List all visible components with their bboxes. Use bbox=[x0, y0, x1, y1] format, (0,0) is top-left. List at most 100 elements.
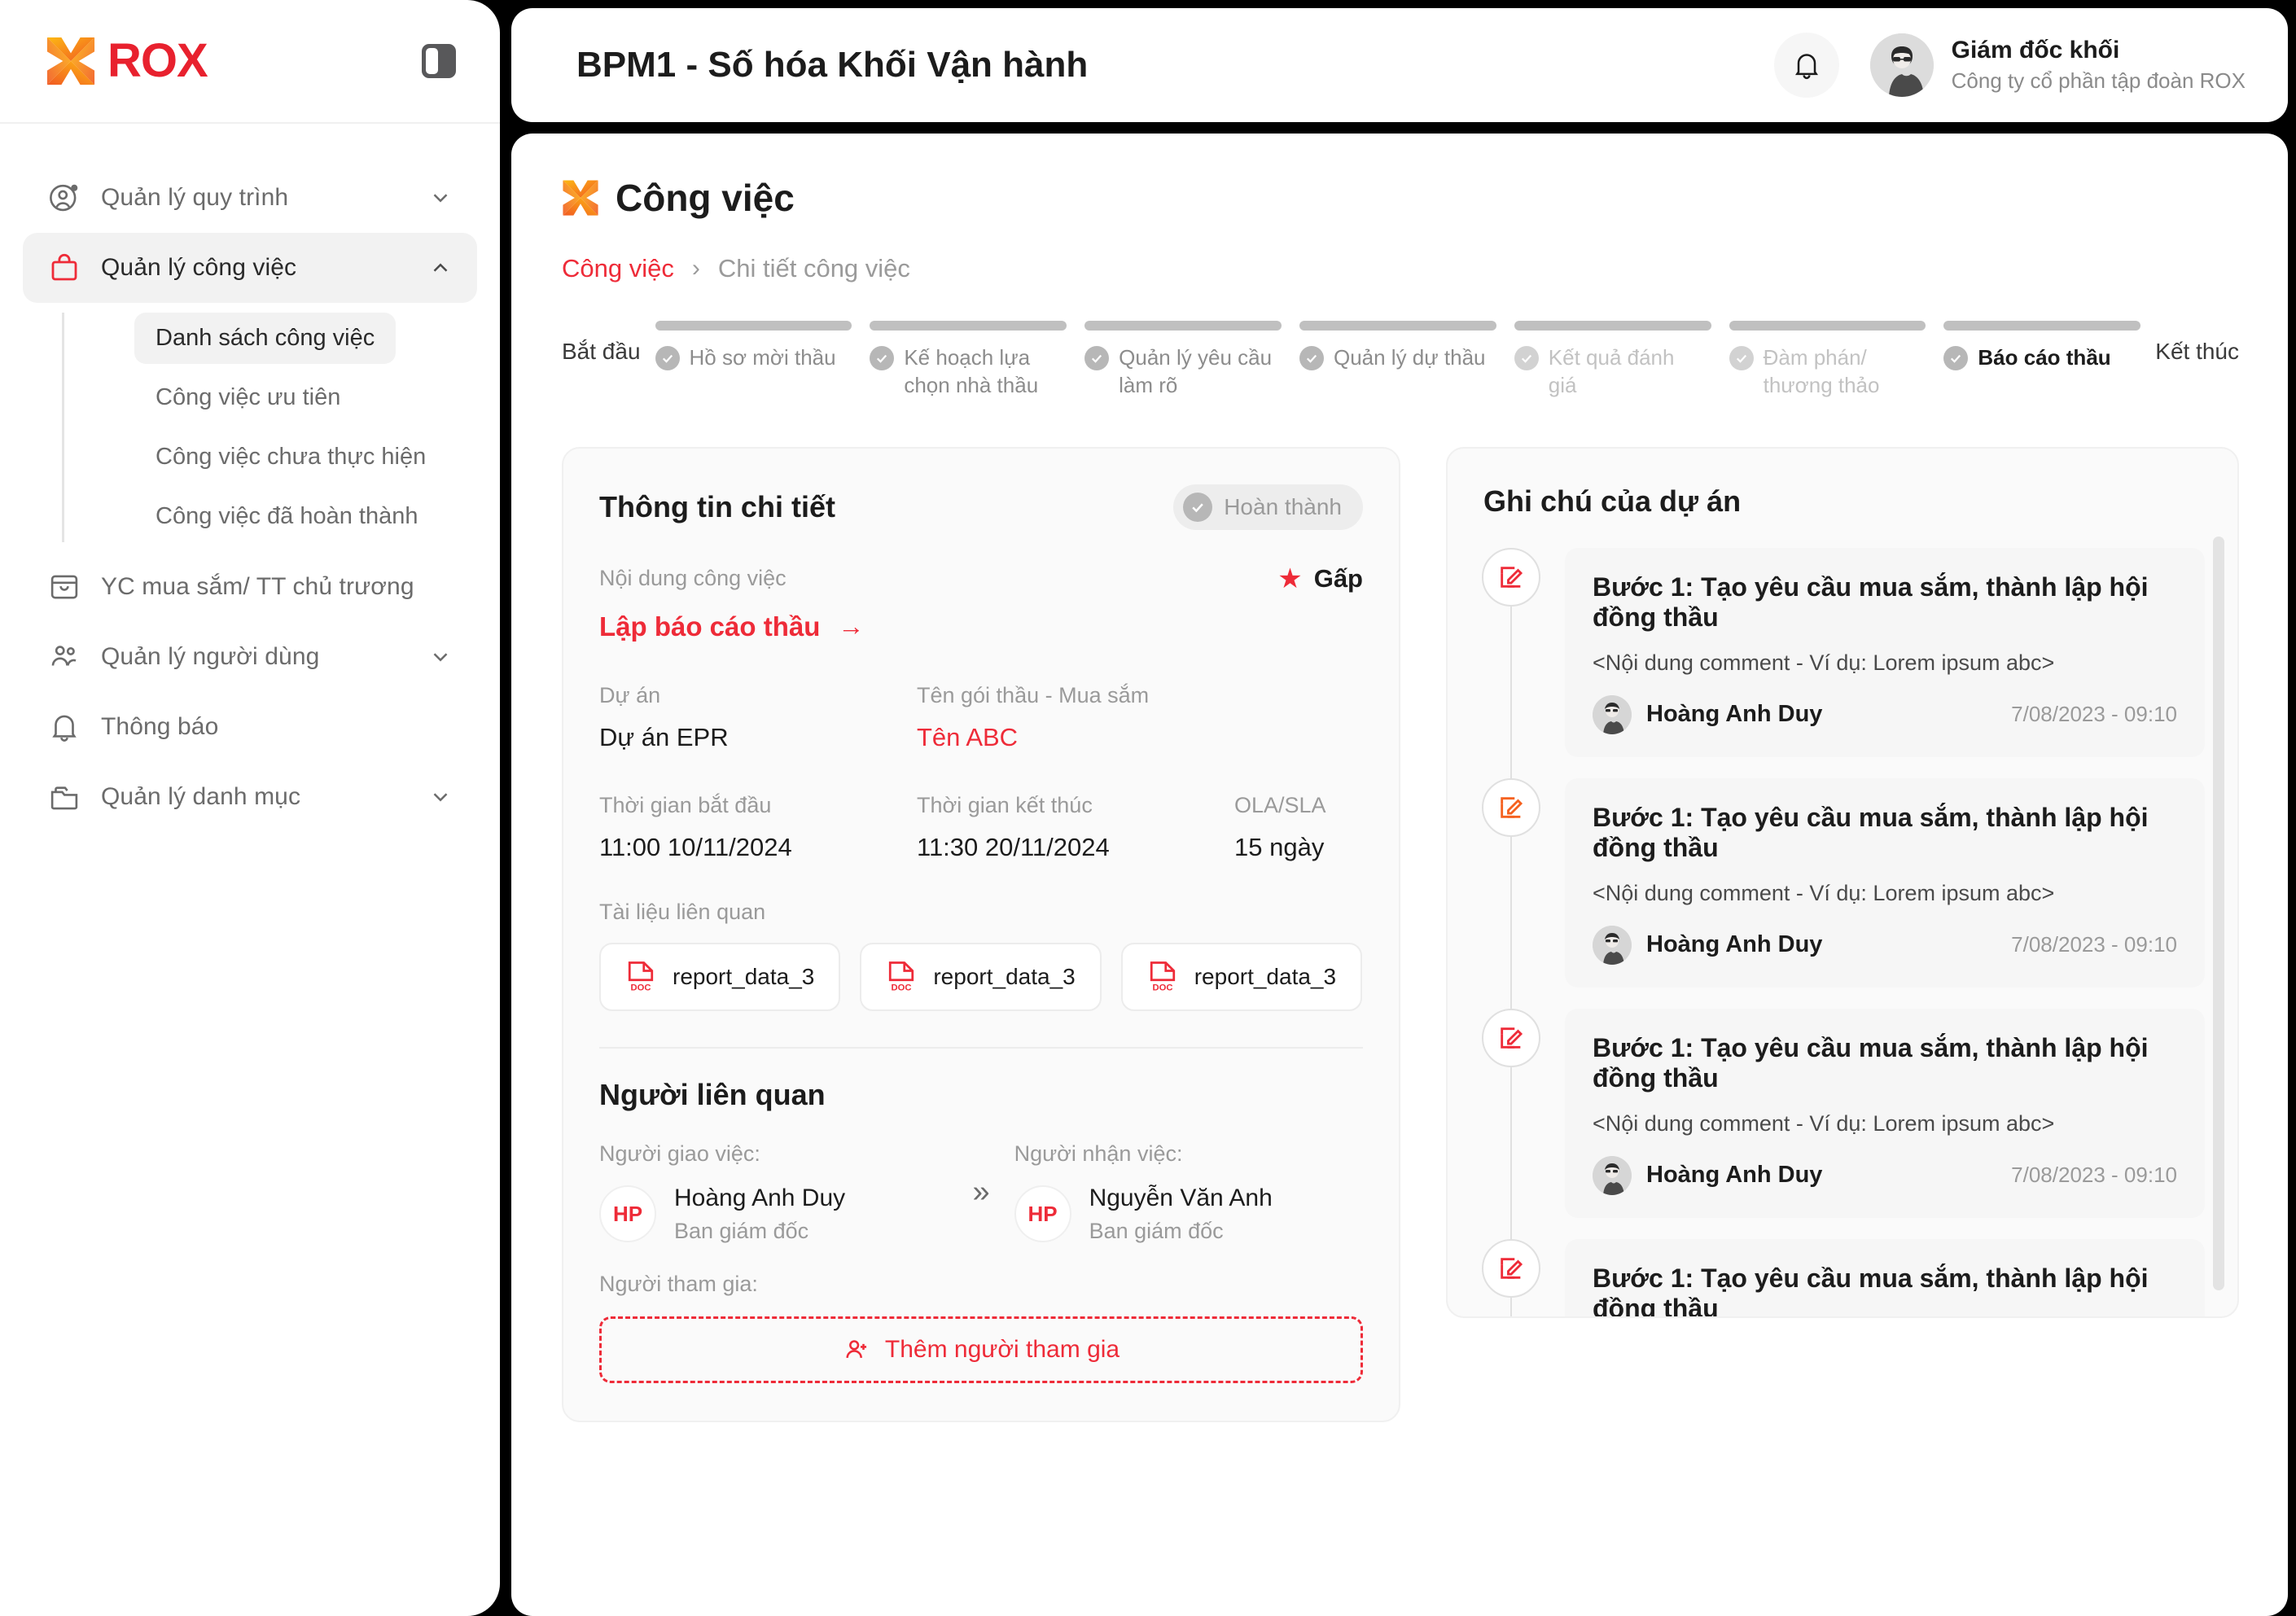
sidebar-item-danh-sach-cong-viec[interactable]: Danh sách công việc bbox=[134, 313, 397, 364]
sidebar-item-quan-ly-cong-viec[interactable]: Quản lý công việc bbox=[23, 233, 477, 303]
avatar-illustration-icon bbox=[1593, 925, 1632, 965]
sidebar-nav: Quản lý quy trình Quản lý công việc Danh… bbox=[0, 124, 500, 832]
step-progress-bar bbox=[1514, 321, 1711, 331]
note-card[interactable]: Bước 1: Tạo yêu cầu mua sắm, thành lập h… bbox=[1565, 547, 2205, 757]
note-timestamp: 7/08/2023 - 09:10 bbox=[2011, 702, 2177, 727]
note-body: <Nội dung comment - Ví dụ: Lorem ipsum a… bbox=[1593, 880, 2055, 905]
document-chip[interactable]: DOC report_data_3 bbox=[599, 942, 841, 1011]
field-label: Thời gian kết thúc bbox=[917, 792, 1093, 817]
stepper-step-ket-qua-danh-gia[interactable]: Kết quả đánh giá bbox=[1514, 321, 1711, 400]
chevron-down-icon[interactable] bbox=[428, 785, 453, 809]
edit-icon[interactable] bbox=[1482, 777, 1540, 837]
step-label: Quản lý yêu cầu làm rõ bbox=[1119, 345, 1273, 398]
edit-icon[interactable] bbox=[1482, 1008, 1540, 1067]
check-icon bbox=[1729, 346, 1754, 370]
avatar-initials: HP bbox=[1014, 1185, 1071, 1243]
sidebar-item-cong-viec-uu-tien[interactable]: Công việc ưu tiên bbox=[156, 384, 341, 410]
top-bar-actions: Giám đốc khối Công ty cổ phần tập đoàn R… bbox=[1773, 33, 2246, 98]
sidebar-item-label: Thông báo bbox=[101, 713, 219, 740]
documents-section: Tài liệu liên quan DOC report_data_3 bbox=[599, 900, 1363, 1011]
edit-icon[interactable] bbox=[1482, 547, 1540, 607]
field-ten-goi-thau: Tên gói thầu - Mua sắm Tên ABC bbox=[917, 683, 1363, 752]
assigner-card[interactable]: HP Hoàng Anh Duy Ban giám đốc bbox=[599, 1185, 948, 1244]
add-participant-button[interactable]: Thêm người tham gia bbox=[599, 1316, 1363, 1383]
task-link[interactable]: Lập báo cáo thầu → bbox=[599, 611, 1363, 642]
time-fields-row: Thời gian bắt đầu 11:00 10/11/2024 Thời … bbox=[599, 793, 1363, 862]
notes-scrollbar[interactable] bbox=[2213, 536, 2224, 1290]
step-progress-bar bbox=[1729, 321, 1926, 331]
step-label: Hồ sơ mời thầu bbox=[689, 345, 836, 370]
stepper-step-quan-ly-yeu-cau-lam-ro[interactable]: Quản lý yêu cầu làm rõ bbox=[1084, 321, 1282, 400]
avatar-illustration-icon bbox=[1869, 33, 1934, 97]
assignee-name: Nguyễn Văn Anh bbox=[1089, 1184, 1273, 1211]
stepper-step-ke-hoach-lua-chon-nha-thau[interactable]: Kế hoạch lựa chọn nhà thầu bbox=[870, 321, 1067, 400]
stepper-step-bao-cao-thau[interactable]: Báo cáo thầu bbox=[1943, 321, 2141, 400]
rox-logo[interactable]: ROX bbox=[46, 36, 208, 86]
status-badge: Hoàn thành bbox=[1173, 484, 1363, 530]
sidebar-item-yc-mua-sam[interactable]: YC mua sắm/ TT chủ trương bbox=[23, 552, 477, 622]
stepper-steps: Hồ sơ mời thầu Kế hoạch lựa chọn nhà thầ… bbox=[655, 321, 2141, 400]
sidebar-item-quan-ly-danh-muc[interactable]: Quản lý danh mục bbox=[23, 762, 477, 832]
check-icon bbox=[1299, 346, 1324, 370]
page-title: Công việc bbox=[616, 177, 795, 219]
sidebar-item-quan-ly-quy-trinh[interactable]: Quản lý quy trình bbox=[23, 163, 477, 233]
stepper-step-ho-so-moi-thau[interactable]: Hồ sơ mời thầu bbox=[655, 321, 852, 400]
sidebar-item-quan-ly-nguoi-dung[interactable]: Quản lý người dùng bbox=[23, 622, 477, 692]
assigner-name: Hoàng Anh Duy bbox=[674, 1184, 846, 1211]
user-profile[interactable]: Giám đốc khối Công ty cổ phần tập đoàn R… bbox=[1869, 33, 2246, 97]
add-participant-label: Thêm người tham gia bbox=[884, 1335, 1120, 1363]
bell-icon bbox=[1794, 54, 1818, 79]
note-user-name: Hoàng Anh Duy bbox=[1646, 701, 1823, 728]
sidebar-item-cong-viec-chua-thuc-hien[interactable]: Công việc chưa thực hiện bbox=[156, 444, 427, 470]
stepper-step-dam-phan-thuong-thao[interactable]: Đàm phán/ thương thảo bbox=[1729, 321, 1926, 400]
sidebar: ROX Quản lý quy trình Quản lý công việc bbox=[0, 0, 500, 1616]
rox-wordmark: ROX bbox=[107, 34, 208, 87]
note-footer: Hoàng Anh Duy 7/08/2023 - 09:10 bbox=[1593, 925, 2177, 965]
sidebar-collapse-toggle-icon[interactable] bbox=[422, 44, 456, 78]
assignee-role: Ban giám đốc bbox=[1089, 1218, 1224, 1243]
step-progress-bar bbox=[1084, 321, 1282, 331]
notes-title: Ghi chú của dự án bbox=[1483, 484, 1742, 518]
documents-label: Tài liệu liên quan bbox=[599, 899, 766, 924]
breadcrumb-root[interactable]: Công việc bbox=[562, 254, 674, 282]
note-user-name: Hoàng Anh Duy bbox=[1646, 931, 1823, 958]
urgent-label: Gấp bbox=[1313, 563, 1363, 593]
edit-icon[interactable] bbox=[1482, 1238, 1540, 1298]
note-card[interactable]: Bước 1: Tạo yêu cầu mua sắm, thành lập h… bbox=[1565, 1008, 2205, 1218]
chevron-up-icon[interactable] bbox=[428, 256, 453, 280]
user-plus-icon bbox=[846, 1339, 866, 1358]
stepper-end-label: Kết thúc bbox=[2155, 339, 2239, 364]
stepper-step-quan-ly-du-thau[interactable]: Quản lý dự thầu bbox=[1299, 321, 1496, 400]
field-value[interactable]: Tên ABC bbox=[917, 722, 1019, 751]
people-section: Người liên quan Người giao việc: HP Hoàn… bbox=[599, 1078, 1363, 1383]
rox-x-mark-icon bbox=[563, 180, 598, 216]
document-chip[interactable]: DOC report_data_3 bbox=[860, 942, 1102, 1011]
field-du-an: Dự án Dự án EPR bbox=[599, 683, 917, 752]
note-heading: Bước 1: Tạo yêu cầu mua sắm, thành lập h… bbox=[1593, 572, 2149, 632]
urgent-flag: ★ Gấp bbox=[1277, 564, 1363, 593]
note-card[interactable]: Bước 1: Tạo yêu cầu mua sắm, thành lập h… bbox=[1565, 777, 2205, 988]
document-chip[interactable]: DOC report_data_3 bbox=[1120, 942, 1363, 1011]
profile-text: Giám đốc khối Công ty cổ phần tập đoàn R… bbox=[1952, 37, 2246, 94]
project-fields-row: Dự án Dự án EPR Tên gói thầu - Mua sắm T… bbox=[599, 683, 1363, 752]
note-timeline-rail bbox=[1480, 1008, 1542, 1316]
svg-text:DOC: DOC bbox=[892, 983, 912, 992]
sidebar-item-cong-viec-da-hoan-thanh[interactable]: Công việc đã hoàn thành bbox=[156, 503, 418, 529]
note-body: <Nội dung comment - Ví dụ: Lorem ipsum a… bbox=[1593, 1110, 2055, 1136]
user-gear-icon bbox=[50, 184, 78, 212]
assigner-label: Người giao việc: bbox=[599, 1141, 760, 1166]
content-panel: Công việc Công việc › Chi tiết công việc… bbox=[511, 134, 2288, 1616]
check-icon bbox=[655, 346, 680, 370]
chevron-down-icon[interactable] bbox=[428, 186, 453, 210]
sidebar-item-thong-bao[interactable]: Thông báo bbox=[23, 692, 477, 762]
chevron-down-icon[interactable] bbox=[428, 645, 453, 669]
note-item: Bước 1: Tạo yêu cầu mua sắm, thành lập h… bbox=[1448, 1238, 2205, 1316]
sidebar-item-label: Quản lý người dùng bbox=[101, 643, 320, 670]
step-progress-bar bbox=[1943, 321, 2141, 331]
assignee-card[interactable]: HP Nguyễn Văn Anh Ban giám đốc bbox=[1014, 1185, 1363, 1244]
document-name: report_data_3 bbox=[673, 963, 815, 989]
content-row: Nội dung công việc ★ Gấp bbox=[599, 564, 1363, 593]
notifications-button[interactable] bbox=[1773, 33, 1839, 98]
note-card[interactable]: Bước 1: Tạo yêu cầu mua sắm, thành lập h… bbox=[1565, 1238, 2205, 1316]
